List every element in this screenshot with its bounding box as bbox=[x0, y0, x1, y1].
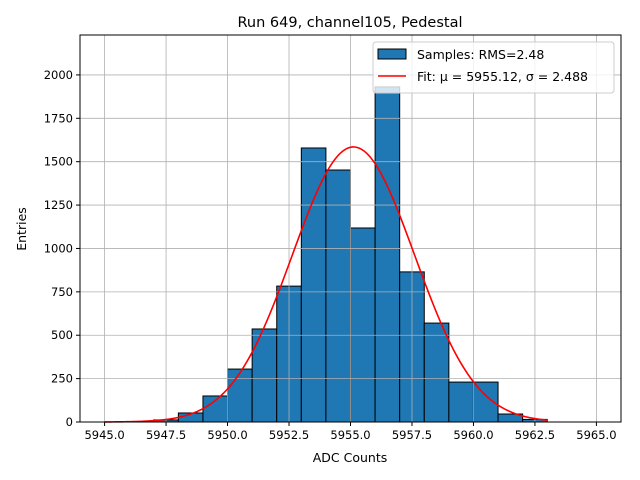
x-tick-label: 5947.5 bbox=[146, 428, 186, 442]
histogram-bar bbox=[227, 368, 253, 423]
histogram-bar bbox=[251, 328, 278, 423]
y-tick-label: 0 bbox=[66, 415, 73, 429]
x-tick-label: 5965.0 bbox=[576, 428, 616, 442]
y-axis-ticks: 0 250 500 750 1000 1250 1500 1750 2000 bbox=[44, 68, 80, 429]
histogram-bar bbox=[350, 227, 376, 423]
histogram-bar bbox=[325, 169, 351, 423]
x-axis-label: ADC Counts bbox=[313, 450, 388, 465]
x-axis-ticks: 5945.0 5947.5 5950.0 5952.5 5955.0 5957.5 5960… bbox=[84, 422, 617, 442]
x-tick-label: 5957.5 bbox=[392, 428, 432, 442]
y-tick-label: 250 bbox=[51, 372, 73, 386]
histogram-bar bbox=[423, 322, 450, 423]
y-tick-label: 1750 bbox=[44, 111, 73, 125]
legend-box bbox=[372, 41, 615, 94]
y-tick-label: 1250 bbox=[44, 198, 73, 212]
histogram-bar bbox=[374, 86, 401, 423]
y-tick-label: 750 bbox=[51, 285, 73, 299]
y-tick-label: 500 bbox=[51, 328, 73, 342]
legend-bar-swatch bbox=[377, 48, 407, 60]
legend-samples-label: Samples: RMS=2.48 bbox=[417, 47, 544, 62]
x-tick-label: 5962.5 bbox=[515, 428, 555, 442]
y-tick-label: 1500 bbox=[44, 155, 73, 169]
legend-fit-label: Fit: μ = 5955.12, σ = 2.488 bbox=[417, 69, 588, 84]
chart-title: Run 649, channel105, Pedestal bbox=[237, 15, 462, 31]
y-axis-label: Entries bbox=[14, 207, 29, 251]
histogram-bar bbox=[448, 381, 474, 423]
legend: Samples: RMS=2.48 Fit: μ = 5955.12, σ = … bbox=[372, 41, 615, 94]
x-tick-label: 5955.0 bbox=[330, 428, 370, 442]
y-tick-label: 2000 bbox=[44, 68, 73, 82]
x-tick-label: 5952.5 bbox=[269, 428, 309, 442]
fit-curve bbox=[104, 146, 548, 423]
x-tick-label: 5950.0 bbox=[207, 428, 247, 442]
x-tick-label: 5960.0 bbox=[453, 428, 493, 442]
x-tick-label: 5945.0 bbox=[84, 428, 124, 442]
y-tick-label: 1000 bbox=[44, 241, 73, 255]
histogram-bar bbox=[300, 147, 327, 423]
